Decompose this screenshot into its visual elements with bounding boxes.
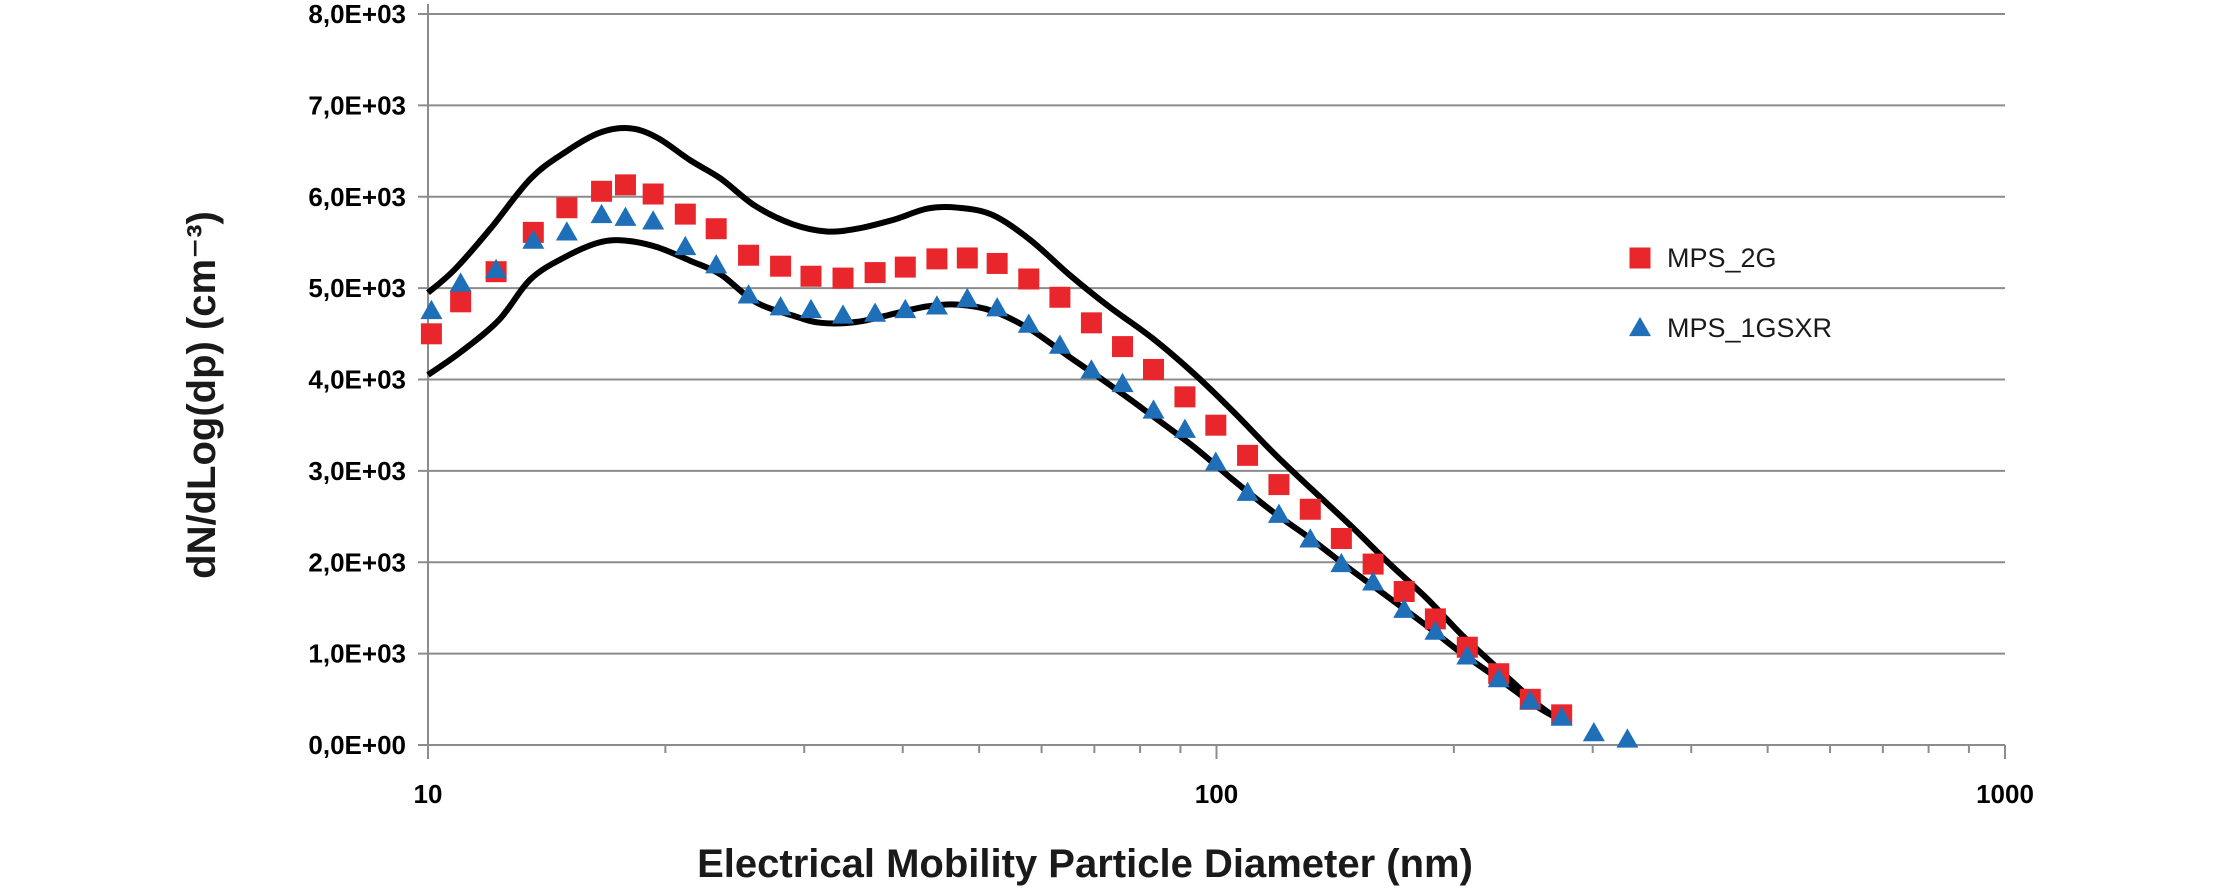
mps-2g-point — [956, 247, 978, 269]
mps-1gsxr-point — [555, 221, 578, 241]
mps-1gsxr-point — [986, 297, 1009, 317]
legend-label-mps-1gsxr: MPS_1GSXR — [1667, 313, 1832, 343]
mps-1gsxr-point — [1487, 668, 1510, 688]
mps-2g-point — [1393, 580, 1415, 602]
mps-2g-point — [1330, 527, 1352, 549]
mps-1gsxr-point — [1362, 571, 1385, 591]
mps-2g-point — [738, 244, 760, 266]
mps-2g-point — [1237, 444, 1259, 466]
mps-1gsxr-point — [1393, 598, 1416, 618]
y-tick-label: 1,0E+03 — [308, 639, 406, 669]
mps-1gsxr-point — [1550, 706, 1573, 726]
mps-1gsxr-point — [1111, 372, 1134, 393]
gridlines — [428, 13, 2005, 746]
mps-1gsxr-point — [642, 210, 665, 230]
mps-1gsxr-point — [1048, 334, 1071, 354]
mps-2g-point — [674, 203, 696, 225]
mps-2g-point — [986, 252, 1008, 274]
x-axis-title: Electrical Mobility Particle Diameter (n… — [697, 842, 1473, 886]
mps-2g-point — [894, 256, 916, 278]
legend-marker-mps-1gsxr — [1629, 316, 1651, 337]
mps-2g-point — [556, 197, 578, 219]
mps-1gsxr-point — [1519, 689, 1542, 710]
mps-2g-point — [1299, 498, 1321, 520]
mps-2g-point — [642, 183, 664, 205]
mps-1gsxr-point — [485, 258, 508, 278]
y-tick-label: 3,0E+03 — [308, 456, 406, 486]
y-tick-label: 7,0E+03 — [308, 90, 406, 120]
legend: MPS_2G MPS_1GSXR — [1629, 243, 1832, 343]
mps-1gsxr-point — [449, 272, 472, 292]
mps-2g-point — [1424, 608, 1446, 630]
mps-1gsxr-point — [1299, 528, 1322, 548]
mps-1gsxr-point — [956, 287, 979, 308]
mps-2g-point — [1080, 312, 1102, 334]
mps-1gsxr-point — [864, 302, 887, 322]
mps-2g-point — [1049, 286, 1071, 308]
y-tick-label: 8,0E+03 — [308, 0, 406, 29]
mps-1gsxr-point — [799, 298, 822, 319]
x-tick-label: 1000 — [1976, 779, 2034, 809]
mps-1gsxr-point — [674, 235, 697, 256]
mps-2g-point — [420, 323, 442, 345]
mps-1gsxr-point — [1236, 481, 1259, 501]
mps-2g-point — [1362, 553, 1384, 575]
legend-marker-mps-2g — [1629, 247, 1651, 269]
mps-2g-point — [1205, 414, 1227, 436]
axes: 0,0E+00 1,0E+03 2,0E+03 3,0E+03 4,0E+03 5,0E+… — [308, 0, 2034, 809]
mps-2g-point — [450, 291, 472, 313]
mps-2g-point — [1112, 336, 1134, 358]
mps-2g-point — [770, 255, 792, 277]
y-tick-label: 4,0E+03 — [308, 365, 406, 395]
mps-2g-point — [832, 267, 854, 289]
mps-1gsxr-point — [1080, 359, 1103, 379]
mps-2g-point — [591, 180, 613, 202]
mps-1gsxr-point — [1616, 728, 1639, 748]
mps-1gsxr-point — [1330, 552, 1353, 573]
mps-1gsxr-point — [737, 284, 760, 304]
mps-2g-point — [705, 218, 727, 240]
mps-1gsxr-point — [1142, 399, 1165, 419]
mps-2g-point — [800, 265, 822, 287]
mps-1gsxr-point — [1204, 451, 1227, 471]
mps-2g-point — [1268, 474, 1290, 496]
mps-2g-point — [926, 248, 948, 270]
mps-1gsxr-point — [894, 298, 917, 319]
mps-1gsxr-point — [832, 304, 855, 324]
mps-1gsxr-point — [1017, 313, 1040, 333]
y-tick-label: 6,0E+03 — [308, 182, 406, 212]
y-tick-label: 2,0E+03 — [308, 547, 406, 577]
mps-1gsxr-point — [614, 206, 637, 226]
mps-1gsxr-point — [769, 296, 792, 316]
mps-1gsxr-point — [522, 229, 545, 249]
y-tick-label: 0,0E+00 — [308, 730, 406, 760]
mps-1gsxr-point — [420, 299, 443, 320]
mps-1gsxr-point — [590, 203, 613, 224]
mps-2g-point — [1018, 268, 1040, 290]
mps-1gsxr-point — [925, 295, 948, 315]
y-tick-label: 5,0E+03 — [308, 273, 406, 303]
mps-1gsxr-point — [1424, 620, 1447, 640]
upper-envelope-line — [426, 125, 1565, 725]
mps-2g-point — [614, 174, 636, 196]
mps-1gsxr-point — [1582, 721, 1605, 742]
mps-1gsxr-point — [705, 254, 728, 274]
mps-1gsxr-point — [1456, 645, 1479, 665]
legend-label-mps-2g: MPS_2G — [1667, 243, 1777, 273]
x-tick-label: 100 — [1195, 779, 1238, 809]
mps-2g-point — [1143, 358, 1165, 380]
x-tick-label: 10 — [414, 779, 443, 809]
mps-2g-point — [864, 262, 886, 284]
mps-1gsxr-point — [1173, 418, 1196, 438]
data-markers — [420, 174, 1639, 748]
y-axis-title: dN/dLog(dp) (cm⁻³) — [180, 211, 224, 579]
mps-1gsxr-point — [1267, 503, 1290, 523]
mps-2g-point — [1174, 386, 1196, 408]
